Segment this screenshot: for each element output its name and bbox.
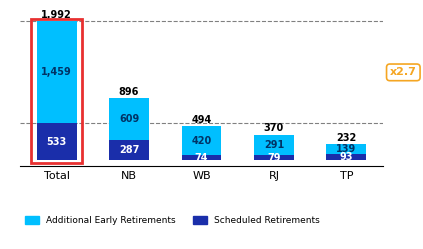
Text: 370: 370 bbox=[264, 123, 284, 133]
Bar bbox=[37, 123, 77, 160]
Text: x2.7: x2.7 bbox=[390, 67, 417, 77]
Text: 139: 139 bbox=[336, 144, 357, 154]
Bar bbox=[327, 144, 366, 154]
Bar bbox=[327, 154, 366, 160]
Bar bbox=[254, 155, 294, 160]
Text: 420: 420 bbox=[191, 136, 212, 146]
Bar bbox=[254, 135, 294, 155]
Bar bbox=[109, 98, 149, 140]
Text: 533: 533 bbox=[47, 137, 67, 147]
Legend: Additional Early Retirements, Scheduled Retirements: Additional Early Retirements, Scheduled … bbox=[22, 212, 324, 228]
Bar bbox=[109, 140, 149, 160]
Text: 1,459: 1,459 bbox=[41, 67, 72, 77]
Text: 609: 609 bbox=[119, 114, 139, 124]
Bar bbox=[37, 21, 77, 123]
Text: 74: 74 bbox=[195, 153, 208, 163]
Text: 291: 291 bbox=[264, 140, 284, 150]
Text: 287: 287 bbox=[119, 145, 139, 155]
Bar bbox=[181, 155, 221, 160]
Bar bbox=[181, 126, 221, 155]
Text: 494: 494 bbox=[191, 115, 212, 124]
Text: 232: 232 bbox=[336, 133, 357, 143]
Text: 93: 93 bbox=[340, 152, 353, 162]
Text: 896: 896 bbox=[119, 87, 139, 97]
Text: 79: 79 bbox=[267, 153, 281, 163]
Text: 1,992: 1,992 bbox=[41, 10, 72, 20]
